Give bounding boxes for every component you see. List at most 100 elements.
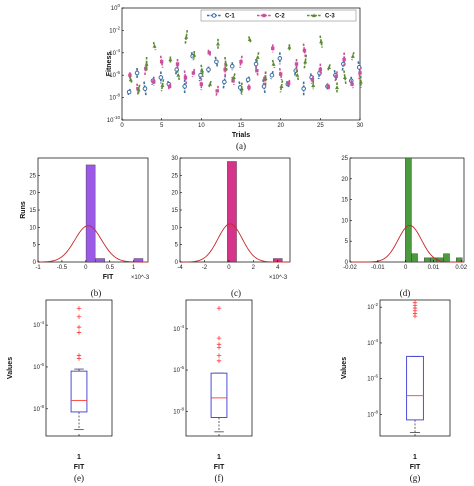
series-C-1-segment (222, 74, 227, 90)
series-C-1-point (222, 79, 227, 85)
normal-fit-curve (350, 224, 464, 263)
series-C-2-point (215, 89, 219, 93)
series-C-3-point (350, 54, 355, 58)
series-C-3-point (152, 44, 157, 48)
series-C-2-point (239, 60, 243, 64)
y-tick-label: 20 (29, 191, 36, 197)
panel-b-x-exponent: ×10^-3 (131, 275, 150, 281)
series-C-3-point (255, 55, 260, 59)
x-tick-label: -1 (35, 265, 41, 271)
iqr-box (70, 370, 88, 413)
panel-d-histogram: (d) -0.02 -0.01 0 0.01 0.02 0 5 10 15 20 25 (341, 156, 467, 298)
series-C-3-point (184, 35, 189, 39)
panel-e-boxplot: Values FIT (e) 10-4 10-6 10-8 1 (7, 299, 113, 483)
panel-g-boxplot: Values FIT (g) 10-2 10-4 10-6 10-8 1 (341, 299, 451, 483)
x-tick-label: 10 (198, 123, 205, 129)
series-C-2-segment (183, 70, 188, 85)
outlier-marker (412, 313, 418, 319)
series-C-3-point (200, 68, 205, 73)
panel-a-x-label: Trials (232, 132, 250, 139)
iqr-box (210, 372, 228, 418)
series-C-3-segment (303, 54, 308, 69)
y-tick-label: 5 (345, 239, 349, 245)
panel-a-y-label: Fitness (106, 52, 113, 77)
outlier-marker (76, 306, 82, 311)
series-C-2-point (350, 82, 354, 86)
series-C-2-segment (326, 83, 331, 90)
series-C-3-point (334, 85, 339, 90)
y-tick-label: 10-4 (173, 324, 184, 333)
panel-f-boxplot: FIT (f) 10-4 10-6 10-8 1 (173, 299, 253, 483)
series-C-2-point (128, 73, 132, 77)
panel-a-x-ticks: 0 5 10 15 20 25 30 (120, 118, 364, 129)
series-C-2-point (247, 85, 251, 90)
series-C-2-point (342, 57, 346, 62)
histogram-bar (227, 161, 237, 263)
legend-marker-C-1 (211, 13, 217, 18)
x-tick-label: 0.02 (455, 265, 467, 271)
y-tick-label: 10-8 (173, 406, 184, 415)
y-tick-label: 10-6 (367, 374, 378, 383)
series-C-2-point (255, 69, 259, 73)
series-C-1-point (126, 89, 132, 95)
panel-label-b: (b) (91, 288, 102, 298)
legend-label-C-3: C-3 (325, 14, 335, 20)
x-tick-label: -0.01 (371, 265, 385, 271)
y-tick-label: 10-4 (33, 320, 44, 329)
x-tick-label: 4 (276, 265, 280, 271)
y-tick-label: 10-10 (107, 115, 121, 124)
iqr-box (406, 355, 424, 421)
y-tick-label: 0 (33, 260, 37, 266)
series-C-3-point (144, 62, 149, 66)
outlier-marker (216, 335, 222, 341)
x-tick-label: -0.02 (343, 265, 357, 271)
panel-b-y-label: Runs (20, 201, 27, 219)
panel-a-line-chart: 0 5 10 15 20 25 30 10-10 10-8 10-6 10-4 10-2 100 Fi… (106, 3, 364, 151)
y-tick-label: 10-6 (33, 362, 44, 371)
x-tick-label: 0 (84, 265, 88, 271)
series-C-2-point (136, 86, 140, 91)
series-C-2-segment (167, 83, 172, 90)
y-tick-label: 10 (171, 225, 178, 231)
series-C-2-point (159, 60, 164, 64)
series-C-1-point (206, 67, 211, 72)
series-C-3-point (311, 83, 316, 87)
panel-a-y-ticks: 10-10 10-8 10-6 10-4 10-2 100 (107, 3, 124, 124)
series-C-2-point (183, 75, 188, 80)
histogram-bar (424, 257, 431, 263)
series-C-3-point (192, 53, 197, 57)
series-C-2-point (191, 71, 196, 75)
series-C-2-point (152, 80, 156, 84)
series-C-3-point (263, 76, 268, 81)
y-tick-label: 10-6 (109, 70, 120, 79)
series-C-1-point (198, 72, 203, 78)
y-tick-label: 10-4 (109, 48, 120, 57)
y-tick-label: 15 (171, 208, 178, 214)
y-tick-label: 20 (171, 191, 178, 197)
histogram-bar (95, 258, 105, 263)
panel-b-x-label: FIT (103, 274, 114, 281)
x-tick-label: 0 (120, 123, 124, 129)
panel-label-g: (g) (410, 473, 421, 483)
x-tick-label: 2 (252, 265, 256, 271)
series-C-1-point (229, 63, 235, 69)
y-tick-label: 25 (29, 173, 36, 179)
series-C-3-point (247, 37, 252, 41)
series-C-3-segment (224, 56, 228, 72)
series-C-3-point (223, 62, 228, 66)
series-C-2-point (318, 67, 323, 72)
y-tick-label: 25 (341, 156, 348, 162)
outlier-marker (216, 345, 222, 350)
panel-label-d: (d) (400, 288, 411, 298)
series-C-3-point (295, 73, 300, 77)
x-tick-label: 0.5 (106, 265, 115, 271)
series-C-3-point (303, 59, 308, 64)
histogram-bar (411, 253, 418, 263)
series-C-2-point (271, 46, 275, 51)
x-tick-label: 15 (238, 123, 245, 129)
series-C-2-point (223, 67, 227, 72)
series-C-3-point (136, 87, 141, 92)
series-C-1-segment (143, 81, 147, 96)
series-C-3-point (176, 73, 181, 77)
series-C-2-point (199, 82, 204, 86)
